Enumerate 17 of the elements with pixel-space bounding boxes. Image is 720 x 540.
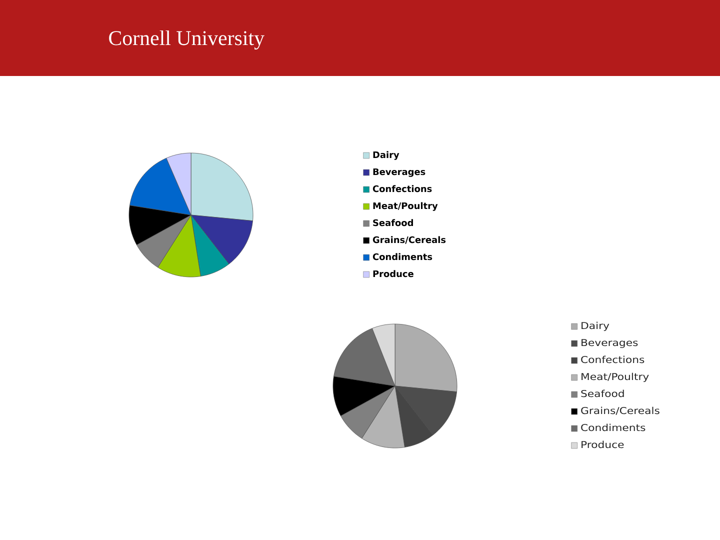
legend-label: Condiments [581,424,646,432]
legend-label: Grains/Cereals [372,236,446,244]
legend-label: Confections [372,185,432,192]
legend-label: Seafood [373,219,413,226]
legend-label: Beverages [582,339,638,348]
legend-label: Beverages [373,168,426,177]
text: Cornell University [109,30,264,50]
legend-label: Produce [373,270,414,278]
legend-label: Meat/Poultry [373,202,438,211]
legend-label: Produce [582,440,624,448]
legend-label: Condiments [372,253,432,260]
legend-label: Dairy [373,151,400,160]
legend-label: Confections [581,356,644,364]
legend-label: Meat/Poultry [582,372,649,382]
legend-label: Seafood [581,390,624,398]
legend-label: Dairy [582,322,610,331]
legend-label: Grains/Cereals [581,406,660,415]
